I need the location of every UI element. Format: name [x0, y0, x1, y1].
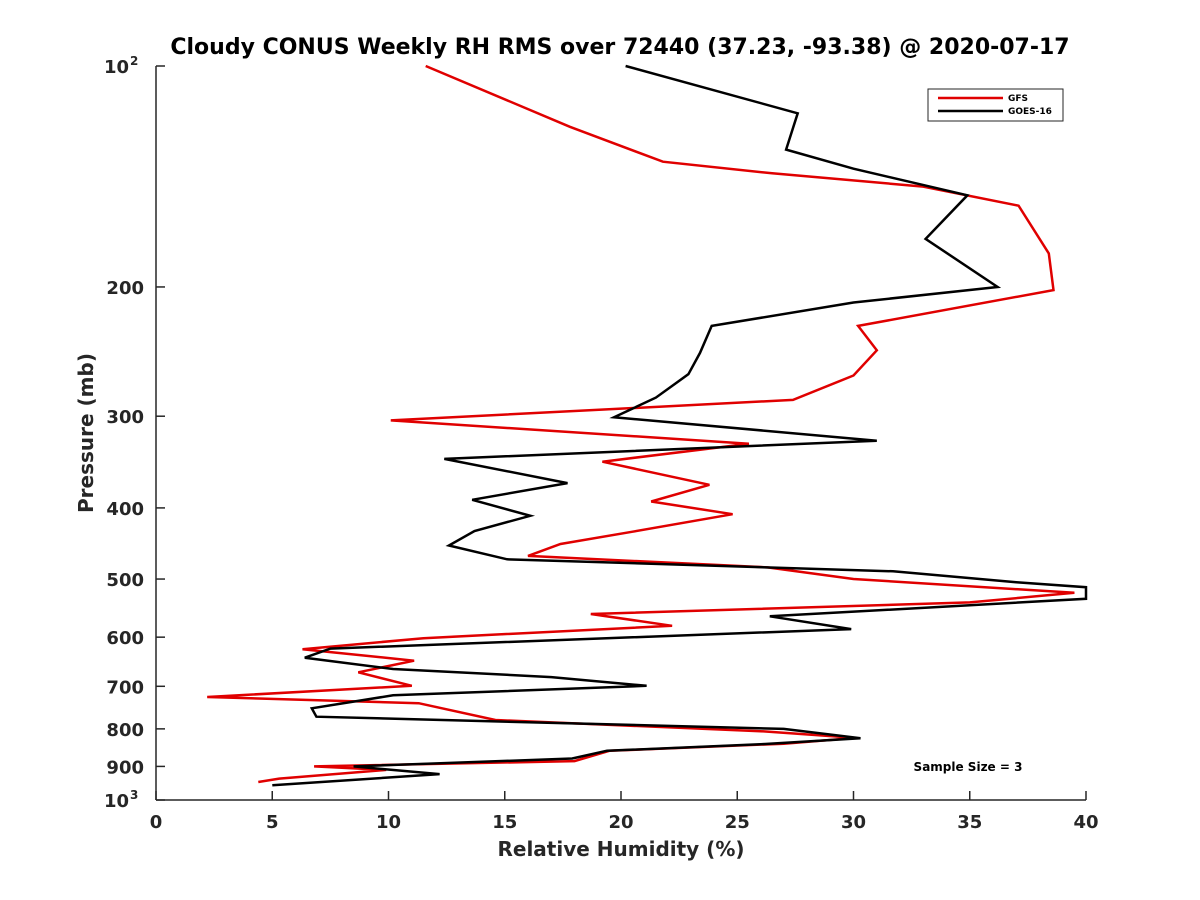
x-tick-label: 40: [1073, 812, 1098, 833]
x-tick-label: 0: [150, 812, 163, 833]
y-tick-label: 300: [106, 407, 144, 428]
y-tick-label: 500: [106, 570, 144, 591]
legend-box: [927, 88, 1064, 122]
legend: GFS GOES-16: [927, 88, 1064, 122]
series-line-goes-16: [272, 64, 1088, 787]
y-tick-label: 700: [106, 677, 144, 698]
x-tick-label: 15: [492, 812, 517, 833]
y-tick-exponent: 2: [130, 54, 138, 68]
x-tick-label: 30: [841, 812, 866, 833]
y-tick-label: 600: [106, 628, 144, 649]
x-tick-label: 35: [957, 812, 982, 833]
legend-label-goes-16: GOES-16: [1008, 107, 1052, 117]
sample-size-note: Sample Size = 3: [914, 760, 1023, 774]
axes: [155, 66, 1086, 801]
x-ticks: 0 5 10 15 20 25 30 35 40: [150, 791, 1099, 833]
y-tick-label: 200: [106, 278, 144, 299]
y-tick-exponent: 3: [130, 788, 138, 802]
y-tick-label: 400: [106, 499, 144, 520]
y-tick-label: 800: [106, 720, 144, 741]
y-tick-label: 10: [104, 57, 129, 78]
plot-lines: [207, 64, 1088, 787]
y-axis-label: Pressure (mb): [74, 353, 98, 513]
series-line-gfs: [207, 64, 1075, 784]
x-axis-label: Relative Humidity (%): [497, 837, 744, 861]
legend-label-gfs: GFS: [1008, 94, 1028, 104]
chart-title: Cloudy CONUS Weekly RH RMS over 72440 (3…: [170, 35, 1069, 60]
y-tick-label: 900: [106, 757, 144, 778]
x-tick-label: 10: [376, 812, 401, 833]
x-tick-label: 20: [608, 812, 633, 833]
x-tick-label: 5: [266, 812, 279, 833]
x-tick-label: 25: [725, 812, 750, 833]
y-tick-label: 10: [104, 791, 129, 812]
